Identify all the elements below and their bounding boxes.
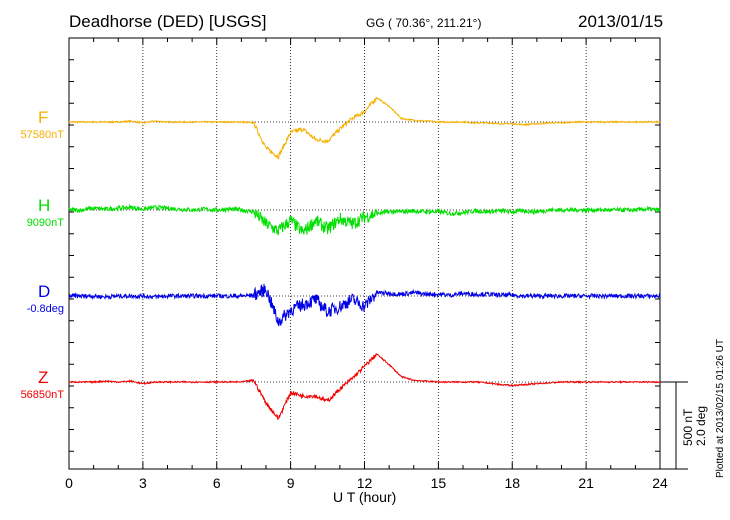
x-tick-label: 24 <box>652 475 668 491</box>
chart-title: Deadhorse (DED) [USGS] <box>69 12 267 31</box>
series-line-H <box>68 203 661 236</box>
x-tick-label: 21 <box>578 475 594 491</box>
x-tick-label: 6 <box>213 475 221 491</box>
series-baseline-F: 57580nT <box>20 129 64 141</box>
series-baseline-Z: 56850nT <box>20 389 64 401</box>
x-axis-label: U T (hour) <box>333 489 397 505</box>
series-label-Z: Z <box>38 368 49 387</box>
series-label-D: D <box>38 282 51 301</box>
x-tick-label: 0 <box>65 475 73 491</box>
series-label-H: H <box>38 196 51 215</box>
series-line-Z <box>68 353 661 420</box>
station-coords: GG ( 70.36°, 211.21°) <box>366 16 482 30</box>
series-baseline-D: -0.8deg <box>26 303 64 315</box>
series-line-F <box>68 96 661 160</box>
x-tick-label: 12 <box>357 475 373 491</box>
x-tick-label: 18 <box>504 475 520 491</box>
x-tick-label: 9 <box>287 475 295 491</box>
series-baseline-H: 9090nT <box>26 217 64 229</box>
x-tick-label: 15 <box>431 475 447 491</box>
chart-date: 2013/01/15 <box>578 12 664 31</box>
x-tick-label: 3 <box>139 475 147 491</box>
series-line-D <box>68 283 661 327</box>
series-label-F: F <box>38 108 49 127</box>
